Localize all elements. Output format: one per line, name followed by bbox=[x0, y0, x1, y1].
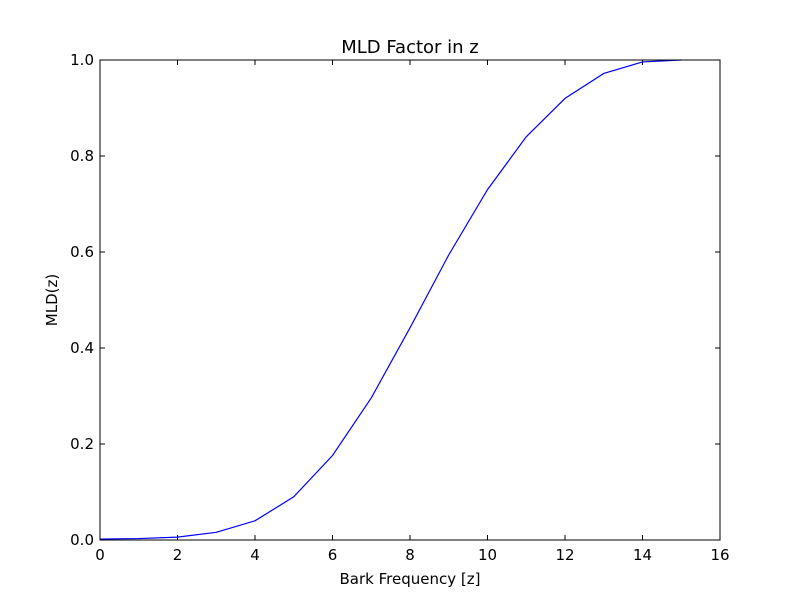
x-tick-label: 12 bbox=[555, 546, 574, 564]
x-tick-label: 10 bbox=[478, 546, 497, 564]
x-tick-label: 4 bbox=[250, 546, 260, 564]
tick-labels: 0 2 4 6 8 10 12 14 16 0.0 0.2 0.4 0.6 0.8 1.0 bbox=[70, 51, 729, 564]
y-tick-label: 0.0 bbox=[70, 531, 94, 549]
y-tick-label: 0.8 bbox=[70, 147, 94, 165]
y-tick-label: 0.4 bbox=[70, 339, 94, 357]
x-tick-label: 16 bbox=[710, 546, 729, 564]
y-tick-label: 0.6 bbox=[70, 243, 94, 261]
x-axis-label: Bark Frequency [z] bbox=[340, 570, 481, 588]
x-tick-label: 6 bbox=[328, 546, 338, 564]
x-tick-label: 8 bbox=[405, 546, 415, 564]
x-tick-label: 14 bbox=[633, 546, 652, 564]
y-tick-label: 0.2 bbox=[70, 435, 94, 453]
x-tick-label: 0 bbox=[95, 546, 105, 564]
x-tick-label: 2 bbox=[173, 546, 183, 564]
y-axis-label: MLD(z) bbox=[43, 274, 61, 326]
chart-title: MLD Factor in z bbox=[341, 37, 479, 58]
plot-frame bbox=[99, 59, 721, 541]
series-line bbox=[99, 59, 682, 540]
series-layer bbox=[99, 59, 682, 540]
y-tick-label: 1.0 bbox=[70, 51, 94, 69]
